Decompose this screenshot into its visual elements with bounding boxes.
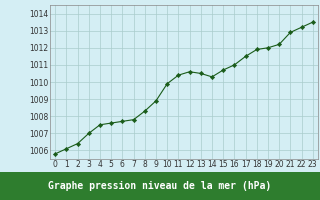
Text: Graphe pression niveau de la mer (hPa): Graphe pression niveau de la mer (hPa)	[48, 181, 272, 191]
